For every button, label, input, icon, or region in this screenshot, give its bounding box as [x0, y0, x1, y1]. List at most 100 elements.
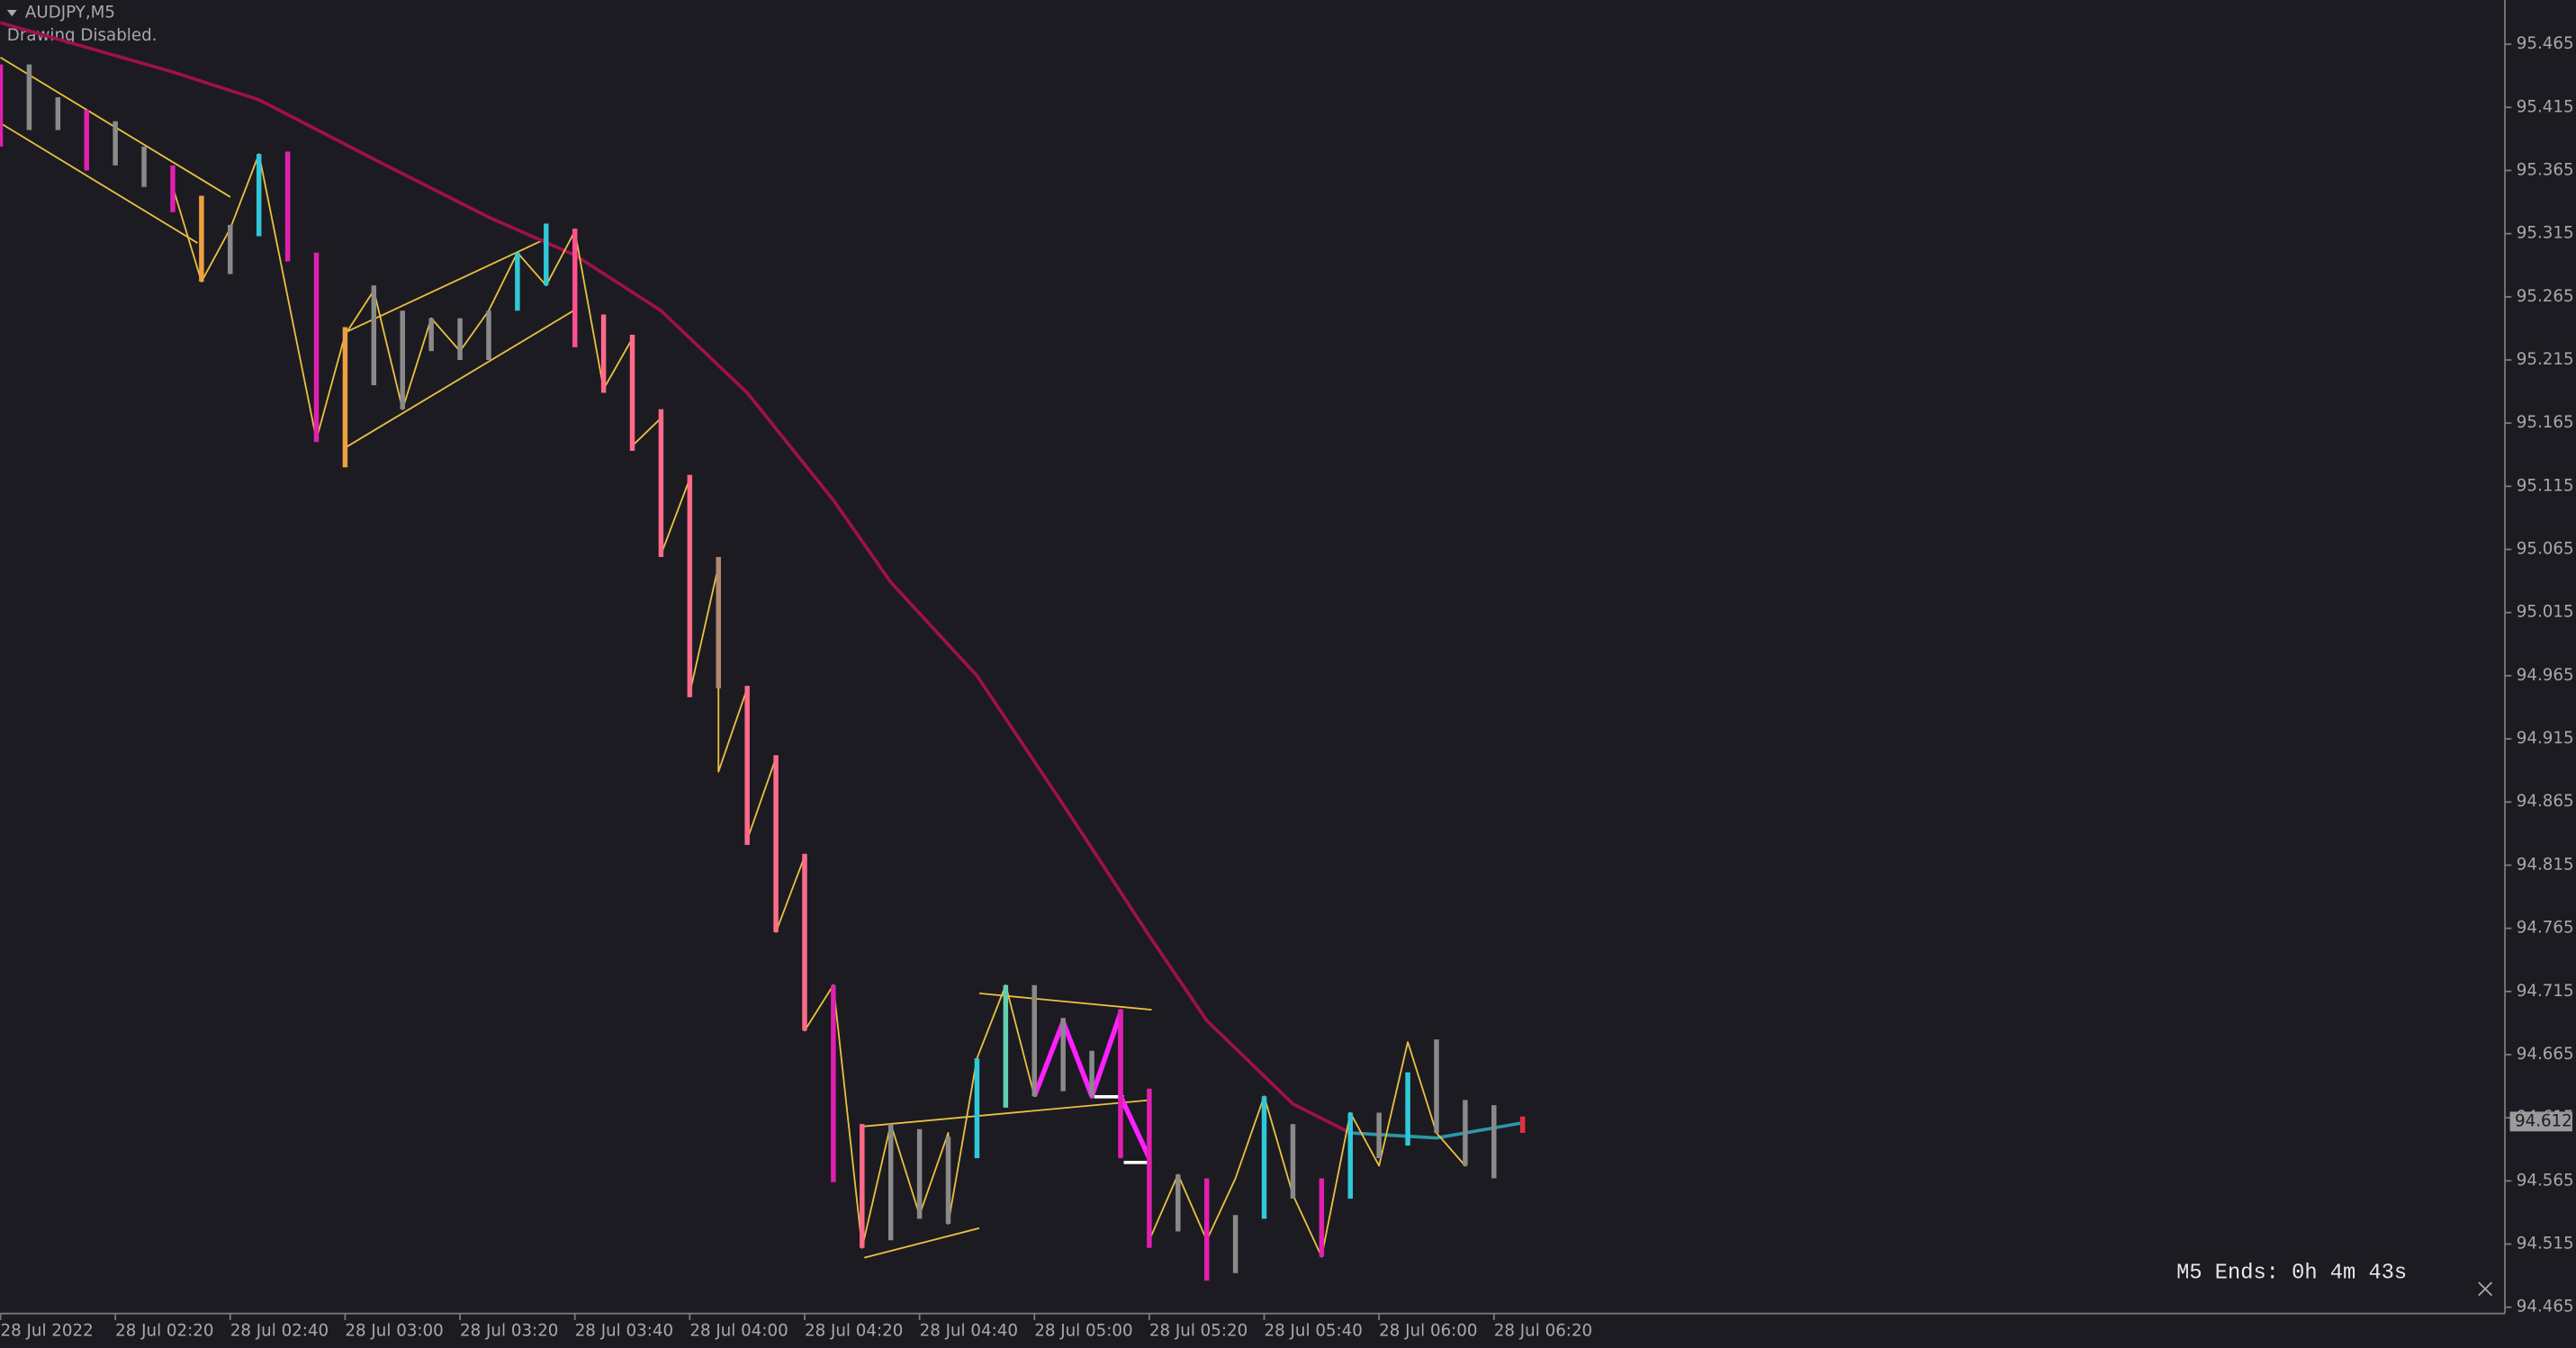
- x-tick-label: 28 Jul 05:00: [1034, 1322, 1132, 1341]
- price-bar: [945, 1137, 951, 1225]
- price-bar: [371, 285, 377, 386]
- price-bar: [916, 1128, 923, 1219]
- price-bar: [1319, 1178, 1325, 1257]
- x-tick-label: 28 Jul 05:40: [1265, 1322, 1363, 1341]
- price-bar: [544, 223, 549, 286]
- price-bar: [113, 121, 118, 166]
- price-bar: [860, 1124, 865, 1248]
- price-bar: [313, 252, 320, 443]
- y-tick-label: 95.065: [2517, 540, 2574, 559]
- price-bar: [1347, 1112, 1354, 1199]
- price-bar: [1261, 1096, 1267, 1219]
- price-bar: [600, 314, 607, 393]
- price-bar: [1376, 1112, 1382, 1159]
- price-bar: [228, 224, 233, 274]
- y-tick-label: 95.465: [2517, 34, 2574, 53]
- price-bar: [1175, 1174, 1181, 1232]
- y-tick-label: 95.265: [2517, 287, 2574, 306]
- y-tick-label: 94.865: [2517, 792, 2574, 811]
- x-tick-label: 28 Jul 02:20: [115, 1322, 213, 1341]
- price-bar: [26, 64, 32, 130]
- price-bar: [1434, 1039, 1439, 1133]
- y-tick-label: 95.215: [2517, 350, 2574, 369]
- indicator-line: [1031, 1010, 1152, 1160]
- price-bar: [1203, 1178, 1210, 1281]
- price-bar: [802, 853, 807, 1031]
- y-tick-label: 95.115: [2517, 476, 2574, 495]
- price-bar: [629, 334, 635, 452]
- chart-title: AUDJPY,M5: [25, 4, 115, 22]
- price-bar: [284, 151, 291, 262]
- y-tick-label: 94.665: [2517, 1045, 2574, 1064]
- price-bar: [773, 755, 779, 932]
- price-bar: [1405, 1072, 1410, 1146]
- x-tick-label: 28 Jul 04:20: [805, 1322, 903, 1341]
- x-tick-label: 28 Jul 05:20: [1149, 1322, 1247, 1341]
- bar-timer: M5 Ends: 0h 4m 43s: [2176, 1261, 2407, 1285]
- x-tick-label: 28 Jul 06:20: [1494, 1322, 1592, 1341]
- price-bar: [687, 474, 693, 697]
- price-bar: [1118, 1009, 1123, 1159]
- x-tick-label: 28 Jul 03:20: [460, 1322, 558, 1341]
- price-bar: [572, 229, 578, 347]
- price-bar: [658, 409, 664, 557]
- x-tick-label: 28 Jul 03:40: [575, 1322, 673, 1341]
- price-bar: [55, 97, 61, 130]
- price-bar: [1060, 1018, 1066, 1092]
- price-bar: [400, 310, 405, 409]
- price-bar: [831, 984, 836, 1182]
- chart-subtitle: Drawing Disabled.: [7, 26, 158, 45]
- price-bar: [1519, 1116, 1526, 1133]
- x-tick-label: 28 Jul 2022: [1, 1322, 94, 1341]
- price-bar: [84, 110, 89, 171]
- price-bar: [1031, 984, 1037, 1097]
- y-tick-label: 94.715: [2517, 982, 2574, 1001]
- y-tick-label: 94.765: [2517, 919, 2574, 938]
- price-bar: [1491, 1105, 1497, 1179]
- price-bar: [1463, 1100, 1468, 1166]
- last-price-box: [2509, 1111, 2572, 1132]
- trendline: [864, 1227, 980, 1259]
- price-bar: [457, 318, 463, 361]
- price-bar: [199, 195, 204, 282]
- y-tick-label: 95.165: [2517, 413, 2574, 432]
- x-tick-label: 28 Jul 03:00: [345, 1322, 443, 1341]
- y-tick-label: 95.415: [2517, 97, 2574, 116]
- x-tick-label: 28 Jul 02:40: [230, 1322, 329, 1341]
- trendline: [0, 122, 198, 244]
- price-bar: [1003, 984, 1009, 1108]
- price-bar: [0, 64, 4, 147]
- price-bar: [974, 1058, 980, 1159]
- y-tick-label: 94.515: [2517, 1234, 2574, 1253]
- x-tick-label: 28 Jul 04:00: [689, 1322, 788, 1341]
- y-tick-label: 94.465: [2517, 1298, 2574, 1317]
- price-bar: [1147, 1088, 1152, 1248]
- y-tick-label: 95.015: [2517, 603, 2574, 622]
- trendline: [347, 308, 578, 448]
- x-tick-label: 28 Jul 06:00: [1379, 1322, 1477, 1341]
- price-bar: [716, 556, 721, 688]
- y-tick-label: 95.365: [2517, 160, 2574, 179]
- price-bar: [170, 165, 176, 212]
- close-icon[interactable]: [2478, 1281, 2493, 1297]
- price-bar: [887, 1124, 894, 1241]
- price-bar: [1089, 1050, 1094, 1097]
- price-bar: [515, 252, 520, 311]
- icon-stroke: [2478, 1281, 2493, 1297]
- price-bar: [256, 154, 262, 237]
- price-bar: [141, 146, 147, 187]
- price-bar: [1232, 1215, 1238, 1273]
- collapse-arrow[interactable]: [6, 9, 17, 17]
- price-bar: [486, 310, 491, 361]
- x-tick-label: 28 Jul 04:40: [920, 1322, 1018, 1341]
- y-tick-label: 94.815: [2517, 855, 2574, 874]
- indicator-line: [0, 21, 1352, 1135]
- y-tick-label: 94.915: [2517, 729, 2574, 748]
- price-bar: [744, 686, 750, 845]
- y-tick-label: 94.965: [2517, 666, 2574, 685]
- price-bar: [428, 318, 434, 352]
- trendline: [864, 1099, 1150, 1128]
